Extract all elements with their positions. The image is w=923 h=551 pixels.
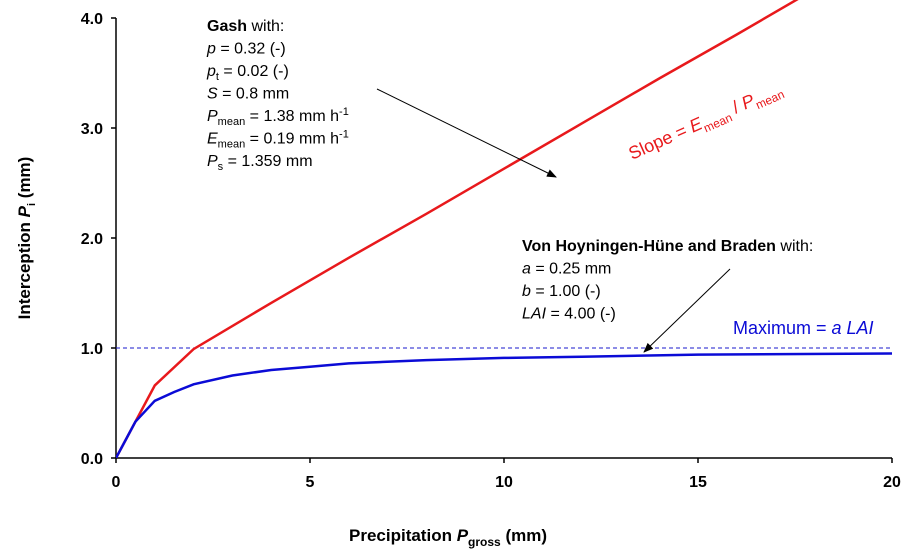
y-tick-label: 2.0 [81, 231, 103, 248]
x-tick-label: 0 [112, 474, 121, 491]
vhb-param-line: a = 0.25 mm [522, 261, 611, 278]
gash-param-line: p = 0.32 (-) [206, 41, 286, 58]
gash-param-line: pt = 0.02 (-) [206, 63, 289, 83]
vhb-annotation: Von Hoyningen-Hüne and Braden with: a = … [522, 238, 813, 323]
x-tick-label: 15 [689, 474, 707, 491]
xlabel-unit: (mm) [501, 526, 547, 545]
gash-param-line: Emean = 0.19 mm h-1 [207, 129, 349, 151]
xlabel-sub: gross [468, 535, 501, 549]
gash-title-name: Gash [207, 18, 247, 35]
axes: 0 5 10 15 20 0.0 1.0 2.0 3.0 4.0 [81, 11, 901, 491]
slope-sep: / [725, 95, 747, 119]
vhb-title-name: Von Hoyningen-Hüne and Braden [522, 238, 776, 255]
x-tick-label: 10 [495, 474, 513, 491]
vhb-title: Von Hoyningen-Hüne and Braden with: [522, 238, 813, 255]
gash-param-line: Pmean = 1.38 mm h-1 [207, 106, 349, 128]
y-tick-label: 1.0 [81, 341, 103, 358]
xlabel-var: P [457, 526, 469, 545]
slope-label: Slope = Emean / Pmean [625, 78, 786, 167]
vhb-title-suffix: with: [776, 238, 813, 255]
series-vhb-line [116, 352, 893, 458]
gash-title-suffix: with: [247, 18, 284, 35]
maximum-label: Maximum = a LAI [733, 318, 874, 338]
gash-arrow [376, 88, 557, 178]
x-ticks: 0 5 10 15 20 [112, 458, 901, 491]
slope-prefix: Slope = [625, 118, 694, 163]
xlabel-main: Precipitation [349, 526, 457, 545]
x-axis-label: Precipitation Pgross (mm) [349, 526, 547, 549]
vhb-param-line: b = 1.00 (-) [522, 283, 601, 300]
x-tick-label: 20 [883, 474, 901, 491]
y-tick-label: 4.0 [81, 11, 103, 28]
gash-annotation: Gash with: p = 0.32 (-) pt = 0.02 (-) S = … [206, 18, 349, 173]
gash-param-line: S = 0.8 mm [207, 86, 289, 103]
x-tick-label: 5 [306, 474, 315, 491]
vhb-param-line: LAI = 4.00 (-) [522, 306, 616, 323]
gash-param-line: Ps = 1.359 mm [207, 153, 313, 173]
gash-title: Gash with: [207, 18, 284, 35]
y-axis-label: Interception Pi (mm) [15, 157, 38, 320]
y-tick-label: 3.0 [81, 121, 103, 138]
y-ticks: 0.0 1.0 2.0 3.0 4.0 [81, 11, 116, 468]
y-tick-label: 0.0 [81, 451, 103, 468]
ylabel-unit: (mm) [15, 157, 34, 203]
vhb-arrow [643, 268, 731, 353]
maximum-prefix: Maximum = [733, 318, 832, 338]
ylabel-var: P [15, 205, 34, 217]
ylabel-main: Interception [15, 217, 34, 319]
maximum-formula: a LAI [832, 318, 874, 338]
slope-sub2: mean [753, 87, 786, 112]
ylabel-sub: i [26, 203, 38, 206]
series-gash-line [116, 0, 799, 458]
